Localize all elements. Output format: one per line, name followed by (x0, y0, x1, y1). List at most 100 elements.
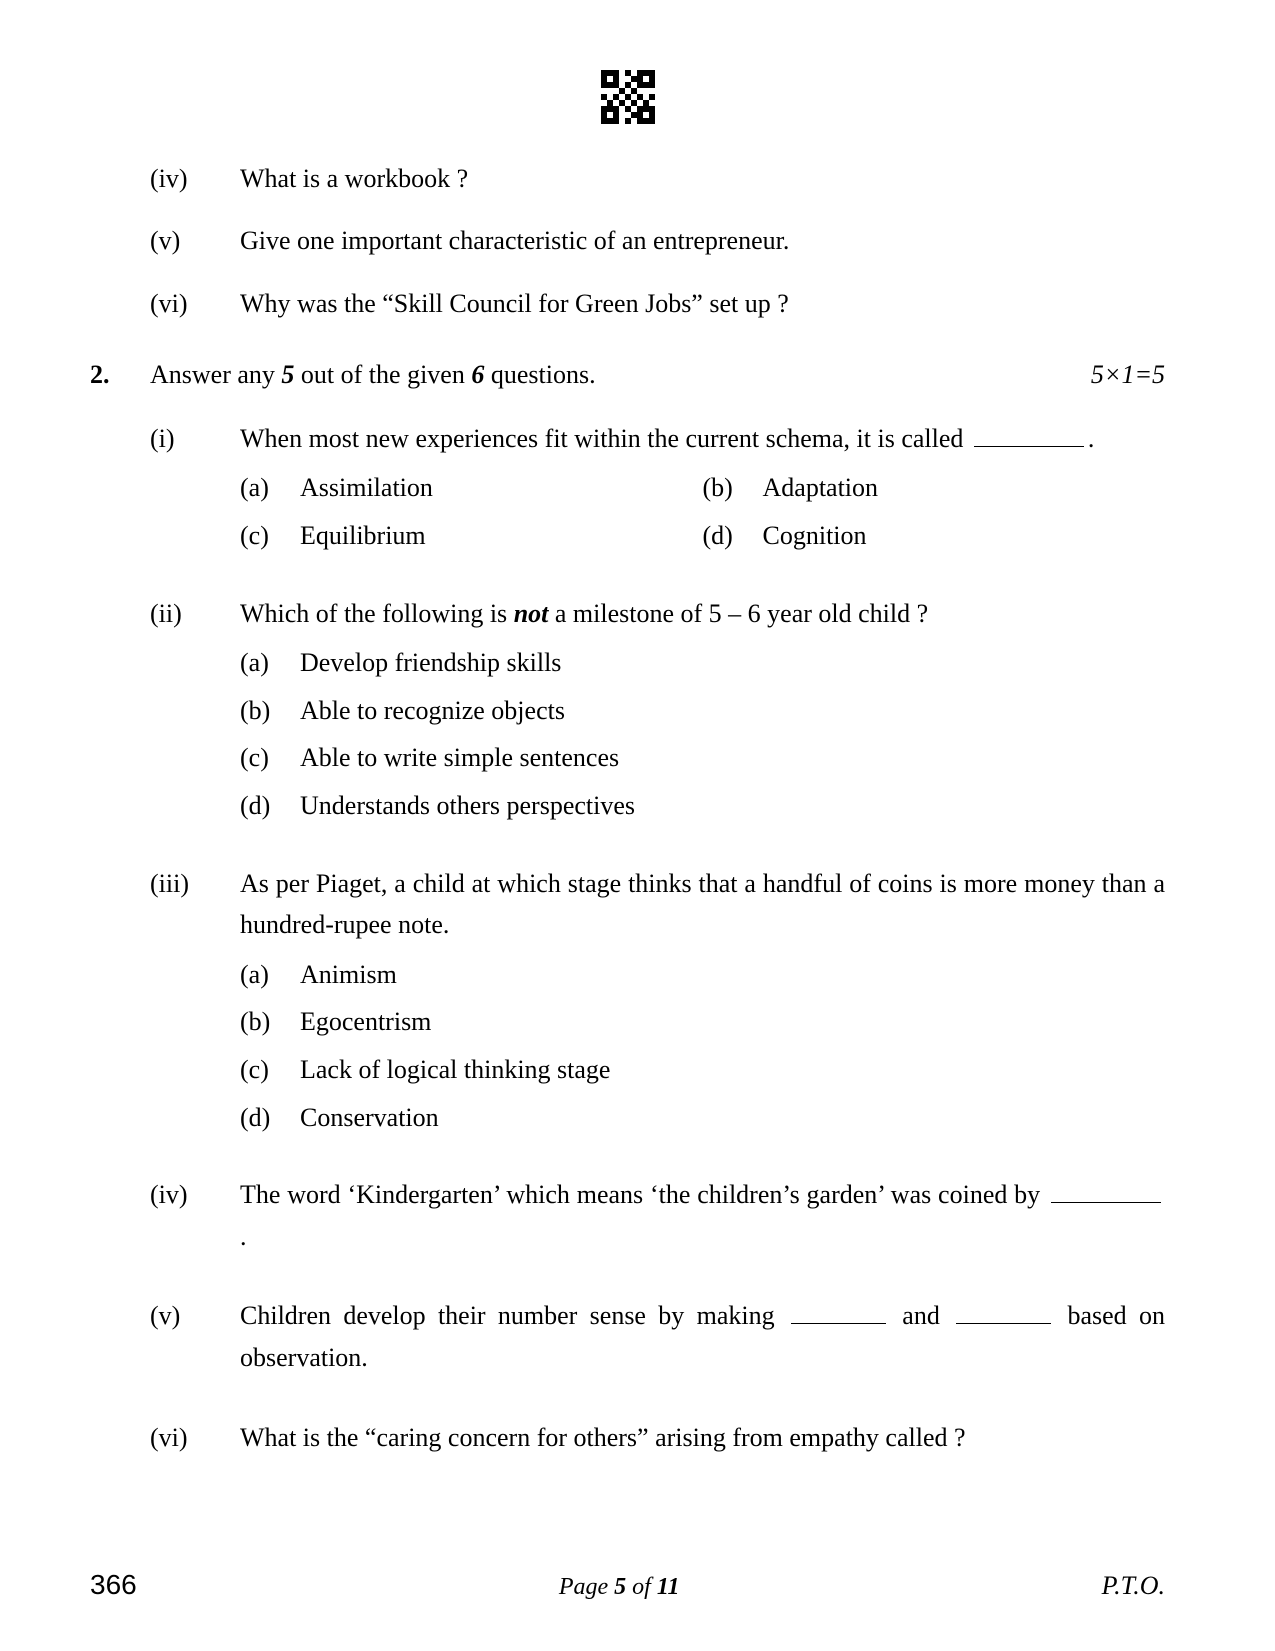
option-text: Assimilation (300, 467, 703, 509)
option-c: (c)Lack of logical thinking stage (240, 1049, 1165, 1091)
paper-code: 366 (90, 1569, 137, 1601)
page-label-pre: Page (559, 1574, 614, 1600)
option-text: Lack of logical thinking stage (300, 1049, 1165, 1091)
pto-label: P.T.O. (1102, 1571, 1165, 1601)
instr-text: out of the given (294, 360, 471, 389)
exam-page: (iv) What is a workbook ? (v) Give one i… (0, 0, 1275, 1651)
option-d: (d)Conservation (240, 1097, 1165, 1139)
q1-sub-vi: (vi) Why was the “Skill Council for Gree… (90, 284, 1165, 324)
option-b: (b)Able to recognize objects (240, 690, 1165, 732)
option-a: (a)Animism (240, 954, 1165, 996)
option-label: (a) (240, 642, 300, 684)
option-label: (c) (240, 1049, 300, 1091)
option-text: Animism (300, 954, 1165, 996)
roman-label: (i) (150, 418, 240, 563)
roman-label: (iv) (150, 159, 240, 199)
instr-text: Answer any (150, 360, 281, 389)
page-footer: 366 Page 5 of 11 P.T.O. (90, 1569, 1165, 1601)
page-total: 11 (657, 1574, 680, 1600)
option-text: Adaptation (763, 467, 1166, 509)
option-text: Able to recognize objects (300, 690, 1165, 732)
prompt-pre: Which of the following is (240, 599, 514, 628)
roman-label: (iv) (150, 1174, 240, 1265)
question-2: 2. Answer any 5 out of the given 6 quest… (90, 360, 1165, 1466)
roman-label: (ii) (150, 593, 240, 833)
instr-count-6: 6 (471, 360, 484, 389)
options: (a)Assimilation (b)Adaptation (c)Equilib… (240, 467, 1165, 556)
option-label: (d) (703, 515, 763, 557)
q2-sub-v: (v) Children develop their number sense … (150, 1295, 1165, 1386)
question-text: Why was the “Skill Council for Green Job… (240, 284, 1165, 324)
q2-header: 2. Answer any 5 out of the given 6 quest… (150, 360, 1165, 390)
option-label: (c) (240, 737, 300, 779)
q2-sub-iii: (iii) As per Piaget, a child at which st… (150, 863, 1165, 1145)
option-a: (a)Assimilation (240, 467, 703, 509)
question-text: Give one important characteristic of an … (240, 221, 1165, 261)
instr-text: questions. (484, 360, 595, 389)
option-text: Equilibrium (300, 515, 703, 557)
roman-label: (v) (150, 221, 240, 261)
prompt-text: Which of the following is not a mileston… (240, 593, 1165, 635)
q1-sub-iv: (iv) What is a workbook ? (90, 159, 1165, 199)
prompt-text: As per Piaget, a child at which stage th… (240, 863, 1165, 946)
fill-blank (1051, 1202, 1161, 1203)
q2-instruction: Answer any 5 out of the given 6 question… (150, 360, 1051, 390)
page-label-mid: of (626, 1574, 657, 1600)
prompt-text: The word ‘Kindergarten’ which means ‘the… (240, 1174, 1165, 1257)
qr-code-wrap (90, 70, 1165, 129)
q2-sub-i: (i) When most new experiences fit within… (150, 418, 1165, 563)
option-text: Egocentrism (300, 1001, 1165, 1043)
q2-sub-vi: (vi) What is the “caring concern for oth… (150, 1417, 1165, 1467)
prompt-pre: When most new experiences fit within the… (240, 424, 970, 453)
q2-sub-iv: (iv) The word ‘Kindergarten’ which means… (150, 1174, 1165, 1265)
page-current: 5 (614, 1574, 626, 1600)
option-b: (b)Egocentrism (240, 1001, 1165, 1043)
options: (a)Develop friendship skills (b)Able to … (240, 642, 1165, 826)
prompt-post: . (1088, 424, 1095, 453)
marks-label: 5×1=5 (1051, 360, 1165, 390)
fill-blank (791, 1323, 886, 1324)
question-number: 2. (90, 360, 150, 390)
prompt-emph: not (514, 599, 549, 628)
option-label: (a) (240, 467, 300, 509)
option-label: (d) (240, 785, 300, 827)
option-d: (d)Understands others perspectives (240, 785, 1165, 827)
prompt-text: Children develop their number sense by m… (240, 1295, 1165, 1378)
option-text: Develop friendship skills (300, 642, 1165, 684)
option-text: Cognition (763, 515, 1166, 557)
roman-label: (vi) (150, 1417, 240, 1467)
roman-label: (v) (150, 1295, 240, 1386)
prompt-text: When most new experiences fit within the… (240, 418, 1165, 460)
question-text: What is a workbook ? (240, 159, 1165, 199)
option-b: (b)Adaptation (703, 467, 1166, 509)
option-a: (a)Develop friendship skills (240, 642, 1165, 684)
prompt-mid: and (890, 1301, 952, 1330)
prompt-text: What is the “caring concern for others” … (240, 1417, 1165, 1459)
option-d: (d)Cognition (703, 515, 1166, 557)
option-label: (b) (703, 467, 763, 509)
prompt-post: . (240, 1222, 247, 1251)
option-c: (c)Able to write simple sentences (240, 737, 1165, 779)
page-number: Page 5 of 11 (559, 1574, 680, 1601)
roman-label: (iii) (150, 863, 240, 1145)
options: (a)Animism (b)Egocentrism (c)Lack of log… (240, 954, 1165, 1138)
fill-blank (956, 1323, 1051, 1324)
prompt-pre: The word ‘Kindergarten’ which means ‘the… (240, 1180, 1047, 1209)
qr-code-icon (601, 70, 655, 124)
q2-sub-ii: (ii) Which of the following is not a mil… (150, 593, 1165, 833)
instr-count-5: 5 (281, 360, 294, 389)
option-label: (c) (240, 515, 300, 557)
option-text: Conservation (300, 1097, 1165, 1139)
q1-sub-v: (v) Give one important characteristic of… (90, 221, 1165, 261)
option-c: (c)Equilibrium (240, 515, 703, 557)
prompt-post: a milestone of 5 – 6 year old child ? (548, 599, 928, 628)
option-label: (a) (240, 954, 300, 996)
option-label: (b) (240, 1001, 300, 1043)
prompt-pre: Children develop their number sense by m… (240, 1301, 787, 1330)
fill-blank (974, 446, 1084, 447)
roman-label: (vi) (150, 284, 240, 324)
option-text: Understands others perspectives (300, 785, 1165, 827)
option-label: (b) (240, 690, 300, 732)
option-text: Able to write simple sentences (300, 737, 1165, 779)
option-label: (d) (240, 1097, 300, 1139)
